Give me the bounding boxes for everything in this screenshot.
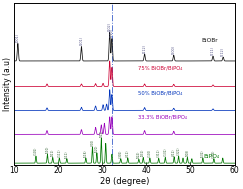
Text: 33.3% BiOBr/BiPO₄: 33.3% BiOBr/BiPO₄ — [138, 115, 187, 120]
Text: (-321): (-321) — [177, 147, 181, 155]
Text: 75% BiOBr/BiPO₄: 75% BiOBr/BiPO₄ — [138, 66, 182, 70]
Text: (-101): (-101) — [34, 147, 38, 155]
Text: (011): (011) — [51, 149, 55, 156]
X-axis label: 2θ (degree): 2θ (degree) — [100, 177, 149, 186]
Text: (110): (110) — [110, 28, 114, 37]
Text: (132): (132) — [201, 149, 205, 157]
Text: (102): (102) — [108, 22, 112, 31]
Text: (003): (003) — [185, 149, 189, 156]
Text: (110): (110) — [45, 146, 49, 153]
Text: (120): (120) — [95, 145, 99, 152]
Text: (101): (101) — [79, 36, 83, 45]
Text: (-302): (-302) — [119, 149, 123, 158]
Text: (031): (031) — [141, 149, 145, 156]
Text: (112): (112) — [143, 44, 147, 53]
Text: BiOBr: BiOBr — [201, 38, 218, 43]
Text: (212): (212) — [126, 149, 130, 157]
Text: 50% BiOBr/BiPO₄: 50% BiOBr/BiPO₄ — [138, 90, 182, 95]
Text: (-111): (-111) — [57, 149, 61, 157]
Text: (200): (200) — [172, 45, 176, 54]
Text: (212): (212) — [172, 148, 176, 156]
Text: (-311): (-311) — [157, 149, 161, 157]
Y-axis label: Intensity (a.u): Intensity (a.u) — [3, 57, 12, 111]
Text: (001): (001) — [16, 33, 20, 42]
Text: (-131): (-131) — [163, 148, 167, 156]
Text: (-135): (-135) — [212, 149, 216, 158]
Text: (200): (200) — [90, 139, 95, 146]
Text: (012): (012) — [99, 130, 103, 137]
Text: (211): (211) — [211, 46, 215, 55]
Text: (118): (118) — [84, 149, 88, 157]
Text: (111): (111) — [65, 150, 69, 158]
Text: BiPO₄: BiPO₄ — [204, 154, 220, 159]
Text: (-100): (-100) — [148, 149, 152, 157]
Text: (022): (022) — [137, 151, 141, 158]
Text: (212): (212) — [221, 47, 225, 56]
